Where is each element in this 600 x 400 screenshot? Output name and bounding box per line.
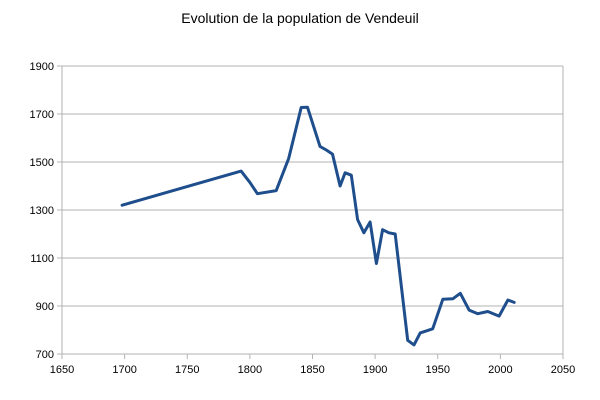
y-tick-label: 1900 (30, 61, 54, 73)
x-tick-label: 1900 (363, 364, 387, 376)
y-tick-label: 700 (36, 349, 54, 361)
y-tick-label: 900 (36, 301, 54, 313)
x-tick-label: 2050 (551, 364, 575, 376)
x-tick-label: 1650 (50, 364, 74, 376)
x-tick-label: 1800 (238, 364, 262, 376)
y-tick-label: 1500 (30, 157, 54, 169)
x-tick-label: 1700 (112, 364, 136, 376)
y-tick-label: 1300 (30, 205, 54, 217)
x-tick-label: 2000 (488, 364, 512, 376)
y-tick-label: 1700 (30, 109, 54, 121)
y-tick-label: 1100 (30, 253, 54, 265)
x-tick-label: 1850 (300, 364, 324, 376)
x-tick-label: 1750 (175, 364, 199, 376)
x-tick-label: 1950 (426, 364, 450, 376)
series-line (120, 105, 516, 347)
chart-title: Evolution de la population de Vendeuil (181, 10, 419, 26)
